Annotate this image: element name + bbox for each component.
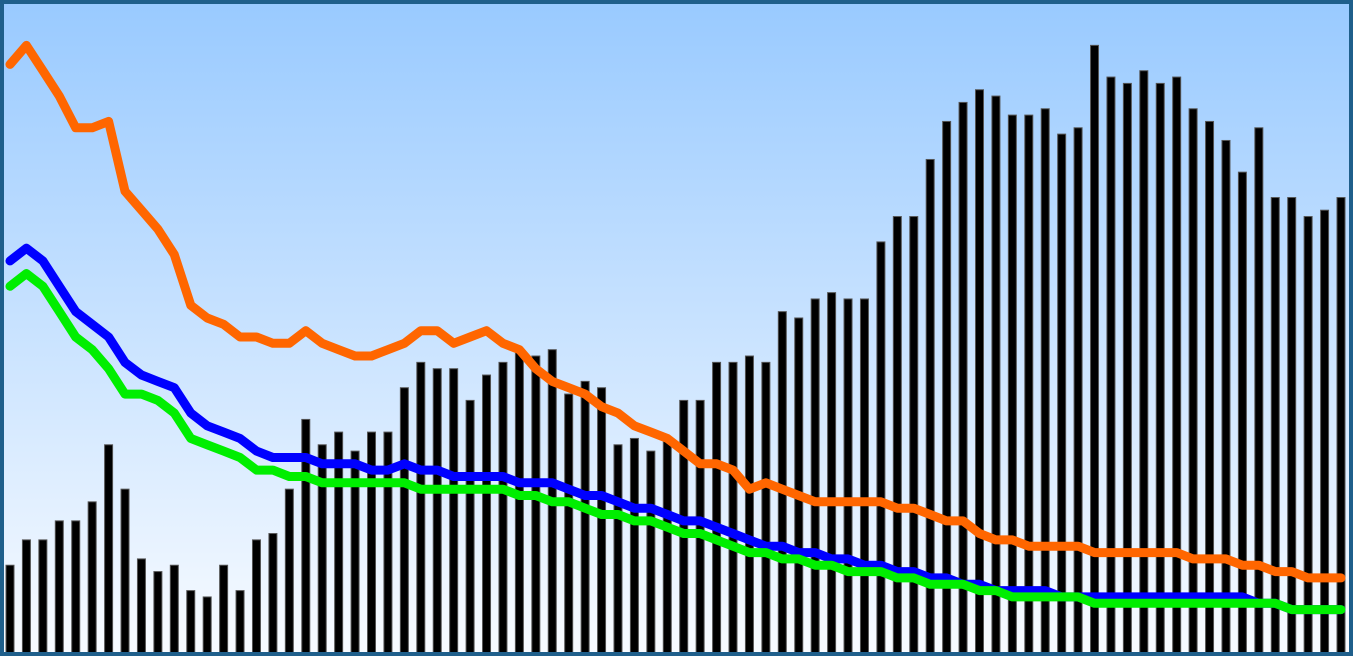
bar [1287,197,1297,655]
bar [1090,44,1100,655]
bar [958,101,968,655]
bar [482,374,492,655]
bar [169,564,179,655]
series-line-3 [5,269,1346,615]
bar [1270,197,1280,655]
bar [794,317,804,655]
bar [662,437,672,655]
bar [202,596,212,655]
bar [1057,133,1067,655]
bar [87,501,97,655]
bar [712,361,722,655]
bar [777,311,787,655]
bar [1122,82,1132,655]
bar [186,590,196,655]
bar [679,399,689,655]
bar [1303,216,1313,655]
bar [695,399,705,655]
bar [1040,108,1050,655]
bar [465,399,475,655]
bar [728,361,738,655]
bar [991,95,1001,655]
bar [876,241,886,655]
bar [974,89,984,655]
bar [416,361,426,655]
bar [1106,76,1116,655]
bar [629,437,639,655]
series-line-2 [5,243,1346,615]
bar [21,539,31,655]
bar [38,539,48,655]
bar [1320,209,1330,655]
bar [251,539,261,655]
bar [136,558,146,655]
bar [120,488,130,655]
bar [219,564,229,655]
bar [1155,82,1165,655]
bar [317,444,327,655]
bar [284,488,294,655]
bar [1073,127,1083,655]
bar [498,361,508,655]
bar [531,355,541,655]
bar [646,450,656,655]
bar [1237,171,1247,655]
bar [1188,108,1198,655]
bar [613,444,623,655]
bar [761,361,771,655]
bar [432,368,442,655]
bar [104,444,114,655]
bar [71,520,81,655]
bar [1336,197,1346,655]
bar [1172,76,1182,655]
bar [827,292,837,655]
bar [744,355,754,655]
bar [597,387,607,655]
bar [399,387,409,655]
bar [514,349,524,655]
bar [810,298,820,655]
bar [892,216,902,655]
bar [1254,127,1264,655]
bar [843,298,853,655]
bar [1139,70,1149,655]
bar [909,216,919,655]
bar [449,368,459,655]
bar [235,590,245,655]
bar [5,564,15,655]
bar [564,393,574,655]
bar [1205,120,1215,655]
bar [54,520,64,655]
bar [1007,114,1017,655]
bar [268,533,278,655]
lines-layer [5,40,1346,615]
bar [153,571,163,655]
bar [1221,139,1231,655]
series-line-1 [5,40,1346,583]
bar [859,298,869,655]
bar [580,380,590,655]
bar [1024,114,1034,655]
